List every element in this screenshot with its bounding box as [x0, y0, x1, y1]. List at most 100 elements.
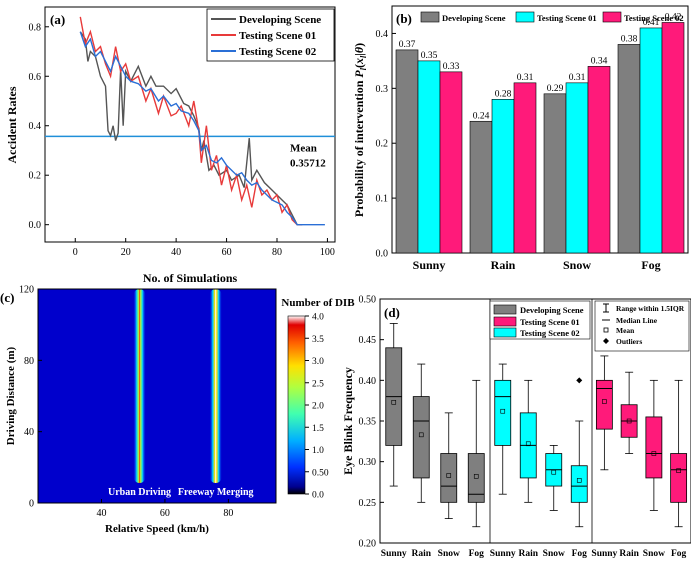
mean-marker: [602, 399, 607, 404]
mean-marker: [418, 432, 424, 438]
category-label: Fog: [469, 549, 485, 559]
panel-c-heatmap: (c) 40 60 80 0 40 80 120 Urban Driving Freeway…: [0, 285, 355, 536]
legend2-range-label: Range within 1.5IQR: [616, 304, 685, 313]
mean-marker: [391, 399, 397, 405]
bar-value-label: 0.31: [569, 73, 586, 83]
legend-label-testing02: Testing Scene 02: [239, 46, 317, 58]
y-tick-label: 0.4: [29, 121, 42, 132]
legend-label-testing01-b: Testing Scene 01: [537, 13, 597, 23]
bar: [469, 120, 493, 254]
x-tick-label: 80: [223, 508, 233, 519]
colorbar-tick-label: 4.0: [312, 313, 324, 323]
bar: [417, 60, 441, 254]
bar: [439, 71, 463, 254]
legend-label-testing02-b: Testing Scene 02: [624, 13, 684, 23]
panel-a-legend: Developing Scene Testing Scene 01 Testin…: [206, 8, 335, 62]
legend-label-testing01-d: Testing Scene 01: [520, 317, 580, 327]
mean-marker: [551, 469, 557, 475]
y-tick-label: 0: [29, 499, 34, 510]
box: [670, 453, 688, 503]
panel-d-boxes: [385, 322, 688, 528]
panel-d-legend-2: Range within 1.5IQR Median Line Mean Out…: [594, 300, 690, 352]
heatmap-background: [38, 289, 276, 503]
legend-swatch-testing01-b: [515, 11, 535, 23]
y-tick-label: 0.2: [29, 171, 42, 182]
category-label: Snow: [543, 549, 565, 559]
y-tick-label: 0.4: [376, 29, 389, 40]
colorbar-ticks: 4.0 3.5 3.0 2.5 2.0 1.5 1.0 0.50 0.0: [305, 313, 329, 501]
y-tick-label: 0.50: [359, 295, 377, 306]
bar: [565, 82, 589, 254]
box: [412, 396, 430, 479]
bar-value-label: 0.37: [399, 40, 416, 50]
mean-marker: [626, 418, 632, 424]
bar: [395, 49, 419, 254]
y-tick-label: 0.0: [376, 249, 389, 260]
mean-marker: [473, 474, 479, 479]
bar: [543, 93, 567, 254]
bar: [513, 82, 537, 254]
bar-value-label: 0.24: [473, 111, 490, 121]
x-tick-label: 60: [222, 247, 232, 258]
category-label: Rain: [518, 549, 538, 559]
x-tick-label: 80: [272, 247, 282, 258]
category-label: Rain: [491, 258, 516, 272]
panel-b-ticks: 0.0 0.1 0.2 0.3 0.4 Sunny Rain Snow Fog: [376, 29, 661, 272]
mean-label: Mean: [290, 142, 317, 154]
y-tick-label: 0.35: [359, 417, 377, 428]
legend2-mean-label: Mean: [616, 326, 635, 335]
y-tick-label: 0.2: [376, 139, 389, 150]
bar: [661, 22, 685, 254]
colorbar-title: Number of DIB: [281, 297, 355, 309]
legend2-outliers-label: Outliers: [616, 337, 642, 346]
box: [595, 379, 613, 430]
legend-label-testing01: Testing Scene 01: [239, 30, 316, 42]
bar-value-label: 0.34: [591, 56, 608, 66]
x-tick-label: 20: [121, 247, 131, 258]
mean-icon: [603, 327, 609, 333]
colorbar-tick-label: 2.0: [312, 402, 324, 412]
category-label: Snow: [438, 549, 460, 559]
heatmap-region-urban: [133, 289, 146, 483]
legend-swatch-developing-b: [420, 11, 440, 23]
bar: [587, 66, 611, 254]
outlier-icon: [603, 338, 609, 344]
category-label: Sunny: [381, 549, 407, 559]
colorbar-tick-label: 1.0: [312, 446, 324, 456]
panel-c-xlabel: Relative Speed (km/h): [105, 523, 209, 535]
box: [467, 453, 485, 503]
box: [494, 379, 512, 446]
y-tick-label: 0.25: [359, 498, 377, 509]
legend-label-developing-b: Developing Scene: [442, 13, 506, 23]
legend2-median-label: Median Line: [616, 316, 658, 325]
colorbar-tick-label: 3.0: [312, 357, 324, 367]
y-tick-label: 0.8: [29, 22, 42, 33]
y-tick-label: 0.0: [29, 220, 42, 231]
category-label: Fog: [671, 549, 687, 559]
y-tick-label: 0.40: [359, 376, 377, 387]
mean-marker: [651, 451, 657, 456]
y-tick-label: 0.3: [376, 84, 389, 95]
box: [645, 416, 663, 479]
panel-b-plot-frame: [391, 5, 689, 254]
series-line-developing: [79, 31, 303, 226]
panel-a-xlabel: No. of Simulations: [143, 271, 238, 285]
legend-label-testing02-d: Testing Scene 02: [520, 328, 580, 338]
y-tick-label: 0.1: [376, 194, 389, 205]
panel-b-label: (b): [396, 11, 412, 26]
category-label: Fog: [641, 258, 660, 272]
legend-swatch-testing02-b: [602, 11, 622, 23]
panel-a-series: [79, 16, 325, 226]
box: [570, 465, 588, 503]
colorbar-tick-label: 2.5: [312, 379, 324, 389]
mean-value: 0.35712: [290, 157, 326, 169]
bar-value-label: 0.28: [495, 89, 512, 99]
bar-value-label: 0.33: [443, 62, 460, 72]
category-label: Sunny: [413, 258, 446, 272]
panel-d-label: (d): [384, 305, 400, 320]
bar-value-label: 0.29: [547, 84, 564, 94]
legend-label-developing-d: Developing Scene: [520, 305, 584, 315]
mean-marker: [676, 468, 681, 473]
